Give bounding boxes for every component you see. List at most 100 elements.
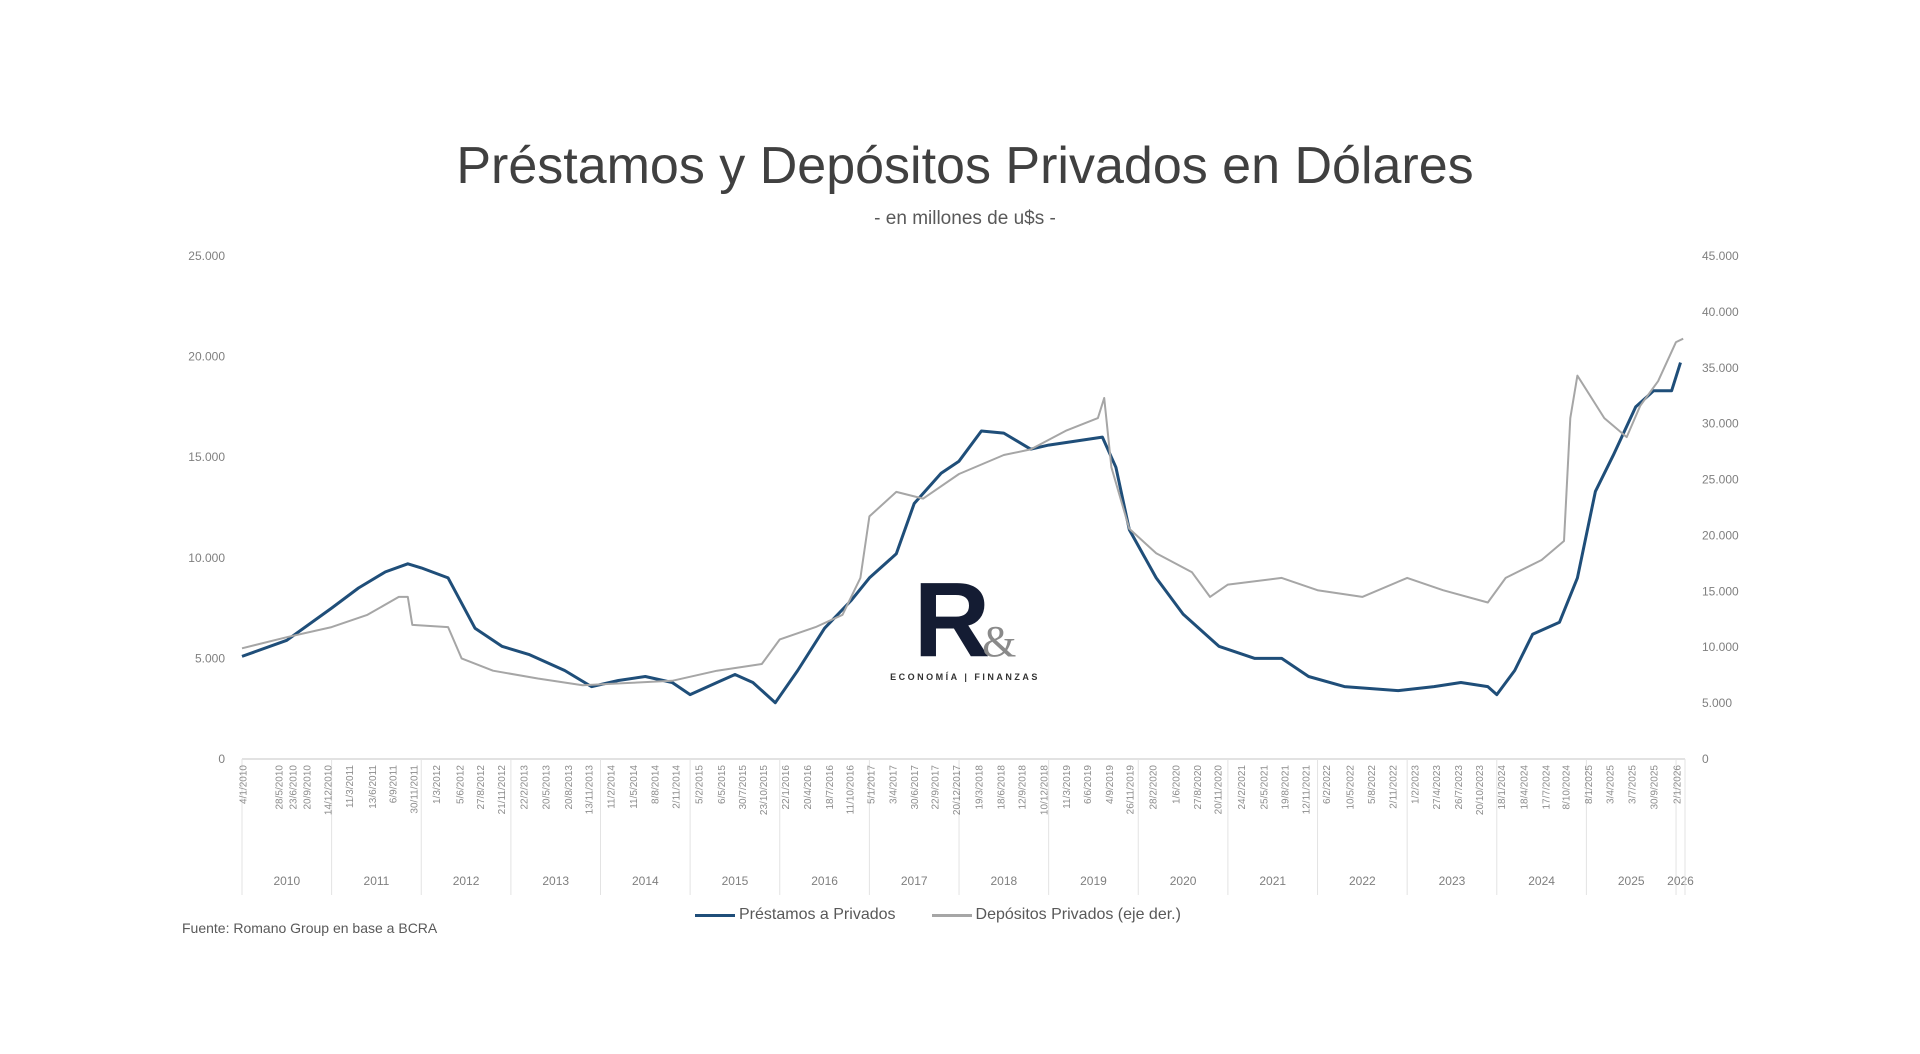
date-tick-label: 25/5/2021 bbox=[1260, 765, 1271, 810]
y-right-tick-label: 5.000 bbox=[1702, 696, 1732, 710]
date-tick-label: 12/11/2021 bbox=[1301, 765, 1312, 815]
logo-tagline: ECONOMÍA | FINANZAS bbox=[890, 672, 1040, 682]
date-tick-label: 19/8/2021 bbox=[1281, 765, 1292, 810]
y-right-tick-label: 10.000 bbox=[1702, 640, 1739, 654]
date-tick-label: 20/11/2020 bbox=[1214, 765, 1225, 815]
date-tick-label: 5/6/2012 bbox=[456, 765, 467, 804]
y-right-tick-label: 25.000 bbox=[1702, 473, 1739, 487]
date-tick-label: 1/2/2023 bbox=[1411, 765, 1422, 804]
y-right-tick-label: 0 bbox=[1702, 752, 1709, 766]
y-left-tick-label: 5.000 bbox=[195, 651, 225, 665]
date-tick-label: 18/7/2016 bbox=[825, 765, 836, 810]
legend-item-depositos: Depósitos Privados (eje der.) bbox=[931, 906, 1181, 924]
date-tick-label: 1/3/2012 bbox=[432, 765, 443, 804]
year-group-label: 2026 bbox=[1667, 874, 1694, 888]
year-group-label: 2011 bbox=[364, 874, 390, 888]
date-tick-label: 19/3/2018 bbox=[974, 765, 985, 810]
year-group-label: 2012 bbox=[453, 874, 480, 888]
date-tick-label: 10/5/2022 bbox=[1346, 765, 1357, 810]
date-tick-label: 11/3/2011 bbox=[345, 765, 356, 808]
date-tick-label: 30/9/2025 bbox=[1649, 765, 1660, 810]
chart-subtitle: - en millones de u$s - bbox=[874, 208, 1056, 229]
logo-mark: R bbox=[913, 561, 991, 679]
year-group-label: 2010 bbox=[273, 874, 300, 888]
date-tick-label: 6/6/2019 bbox=[1083, 765, 1094, 804]
date-tick-label: 20/8/2013 bbox=[564, 765, 575, 810]
year-group-label: 2025 bbox=[1618, 874, 1645, 888]
date-tick-label: 26/11/2019 bbox=[1125, 765, 1136, 815]
date-tick-label: 28/5/2010 bbox=[275, 765, 286, 810]
y-right-tick-label: 30.000 bbox=[1702, 417, 1739, 431]
year-group-label: 2023 bbox=[1439, 874, 1466, 888]
y-left-tick-label: 25.000 bbox=[188, 249, 225, 263]
date-tick-label: 5/2/2015 bbox=[695, 765, 706, 804]
date-tick-label: 20/12/2017 bbox=[952, 765, 963, 815]
chart-title: Préstamos y Depósitos Privados en Dólare… bbox=[456, 137, 1474, 195]
y-left-tick-label: 20.000 bbox=[188, 350, 225, 364]
date-tick-label: 6/2/2022 bbox=[1322, 765, 1333, 804]
date-tick-label: 11/10/2016 bbox=[845, 765, 856, 815]
date-tick-label: 23/6/2010 bbox=[289, 765, 300, 810]
date-tick-label: 2/1/2026 bbox=[1672, 765, 1683, 804]
date-tick-label: 18/6/2018 bbox=[997, 765, 1008, 810]
date-tick-label: 10/12/2018 bbox=[1039, 765, 1050, 815]
year-group-label: 2021 bbox=[1259, 874, 1286, 888]
source-note: Fuente: Romano Group en base a BCRA bbox=[182, 920, 438, 936]
year-group-label: 2017 bbox=[901, 874, 928, 888]
logo-watermark: R& ECONOMÍA | FINANZAS bbox=[870, 567, 1060, 682]
year-group-label: 2024 bbox=[1528, 874, 1555, 888]
date-tick-label: 28/2/2020 bbox=[1148, 765, 1159, 810]
date-tick-label: 6/9/2011 bbox=[389, 765, 400, 804]
date-tick-label: 4/1/2010 bbox=[239, 765, 250, 804]
year-group-label: 2016 bbox=[811, 874, 838, 888]
year-group-label: 2018 bbox=[990, 874, 1017, 888]
date-tick-label: 8/1/2025 bbox=[1584, 765, 1595, 804]
date-tick-label: 20/10/2023 bbox=[1475, 765, 1486, 815]
date-tick-label: 5/1/2017 bbox=[866, 765, 877, 804]
date-tick-label: 11/3/2019 bbox=[1062, 765, 1073, 809]
y-right-tick-label: 45.000 bbox=[1702, 249, 1739, 263]
legend-label-depositos: Depósitos Privados (eje der.) bbox=[975, 906, 1181, 923]
year-group-label: 2014 bbox=[632, 874, 659, 888]
date-tick-label: 1/6/2020 bbox=[1172, 765, 1183, 804]
date-tick-label: 8/8/2014 bbox=[651, 765, 662, 804]
series-line-depositos bbox=[241, 337, 1684, 687]
date-tick-label: 2/11/2014 bbox=[671, 765, 682, 809]
date-tick-label: 27/4/2023 bbox=[1432, 765, 1443, 810]
date-tick-label: 30/11/2011 bbox=[409, 765, 420, 814]
date-tick-label: 27/8/2020 bbox=[1193, 765, 1204, 810]
year-group-label: 2013 bbox=[542, 874, 569, 888]
date-tick-label: 21/11/2012 bbox=[497, 765, 508, 815]
date-tick-label: 20/4/2016 bbox=[803, 765, 814, 810]
date-tick-label: 17/7/2024 bbox=[1542, 765, 1553, 810]
legend: Préstamos a Privados Depósitos Privados … bbox=[695, 906, 1181, 924]
date-tick-label: 27/8/2012 bbox=[476, 765, 487, 810]
legend-swatch-depositos bbox=[931, 913, 972, 917]
series-lines bbox=[241, 337, 1684, 705]
y-left-tick-label: 15.000 bbox=[188, 450, 225, 464]
y-right-tick-label: 15.000 bbox=[1702, 584, 1739, 598]
date-tick-label: 22/1/2016 bbox=[781, 765, 792, 810]
date-tick-label: 30/6/2017 bbox=[910, 765, 921, 810]
date-tick-label: 30/7/2015 bbox=[738, 765, 749, 810]
date-tick-label: 12/9/2018 bbox=[1017, 765, 1028, 810]
date-tick-label: 18/4/2024 bbox=[1519, 765, 1530, 810]
series-line-prestamos bbox=[241, 362, 1682, 705]
date-tick-label: 20/9/2010 bbox=[303, 765, 314, 810]
legend-swatch-prestamos bbox=[695, 913, 735, 917]
y-left-tick-label: 0 bbox=[218, 752, 225, 766]
date-tick-label: 2/11/2022 bbox=[1388, 765, 1399, 809]
y-right-tick-label: 20.000 bbox=[1702, 528, 1739, 542]
date-tick-label: 8/10/2024 bbox=[1562, 765, 1573, 810]
date-tick-label: 6/5/2015 bbox=[717, 765, 728, 804]
date-tick-label: 22/9/2017 bbox=[930, 765, 941, 810]
date-tick-label: 18/1/2024 bbox=[1497, 765, 1508, 810]
date-tick-label: 3/4/2025 bbox=[1605, 765, 1616, 804]
year-group-label: 2022 bbox=[1349, 874, 1376, 888]
date-tick-label: 26/7/2023 bbox=[1454, 765, 1465, 810]
date-tick-label: 13/11/2013 bbox=[585, 765, 596, 815]
legend-item-prestamos: Préstamos a Privados bbox=[695, 906, 896, 924]
y-left-tick-label: 10.000 bbox=[188, 551, 225, 565]
y-right-tick-label: 40.000 bbox=[1702, 305, 1739, 319]
